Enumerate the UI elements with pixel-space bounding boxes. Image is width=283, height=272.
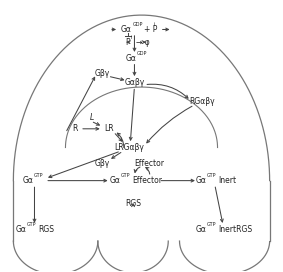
Text: RGS: RGS xyxy=(125,199,141,208)
Text: i: i xyxy=(153,23,155,27)
Text: L: L xyxy=(90,113,94,122)
Text: Gα: Gα xyxy=(195,225,206,234)
Text: GTP: GTP xyxy=(120,173,130,178)
Text: → φ: → φ xyxy=(136,38,150,47)
Text: P: P xyxy=(126,38,130,47)
Text: Gα: Gα xyxy=(195,176,206,185)
Text: Gα: Gα xyxy=(23,176,34,185)
Text: GTP: GTP xyxy=(206,222,216,227)
Text: Effector: Effector xyxy=(134,159,164,168)
Text: R: R xyxy=(72,124,77,133)
Text: Gα: Gα xyxy=(16,225,26,234)
Text: GTP: GTP xyxy=(34,173,43,178)
Text: GDP: GDP xyxy=(132,22,143,27)
Text: LR: LR xyxy=(104,124,114,133)
Text: GDP: GDP xyxy=(136,51,147,56)
Text: Gα: Gα xyxy=(125,54,136,63)
Text: + P: + P xyxy=(144,25,158,34)
Text: GTP: GTP xyxy=(27,222,36,227)
Text: RGαβγ: RGαβγ xyxy=(189,97,215,106)
Text: Gβγ: Gβγ xyxy=(95,69,110,78)
Text: RGS: RGS xyxy=(38,225,54,234)
Text: Gα: Gα xyxy=(121,25,131,34)
Text: InertRGS: InertRGS xyxy=(218,225,252,234)
Text: LRGαβγ: LRGαβγ xyxy=(114,143,144,152)
Text: Gαβγ: Gαβγ xyxy=(124,78,145,87)
Text: Effector: Effector xyxy=(132,176,162,185)
Text: Gβγ: Gβγ xyxy=(95,159,110,168)
Text: i: i xyxy=(131,35,132,41)
Text: GTP: GTP xyxy=(206,173,216,178)
Text: Gα: Gα xyxy=(109,176,120,185)
Text: Inert: Inert xyxy=(218,176,237,185)
